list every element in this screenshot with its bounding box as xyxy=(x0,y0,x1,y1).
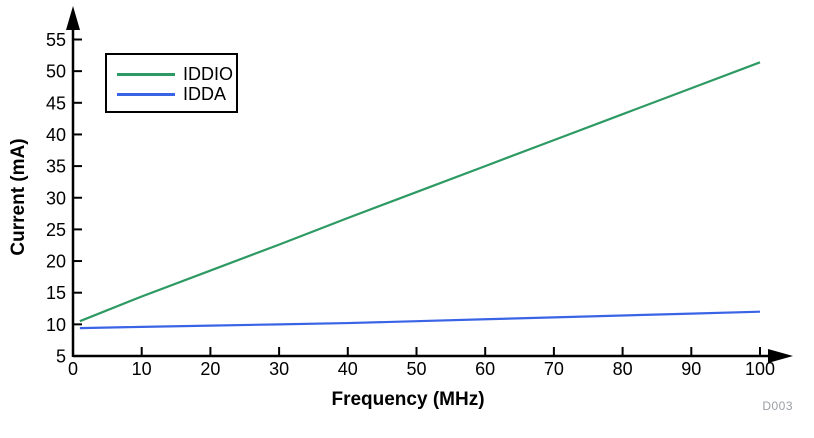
legend-item-iddio: IDDIO xyxy=(117,64,236,84)
figure-id-watermark: D003 xyxy=(762,399,793,413)
x-tick-label: 100 xyxy=(745,359,775,379)
x-tick-label: 70 xyxy=(544,359,564,379)
iddio-line-swatch xyxy=(117,72,175,76)
y-tick-label: 40 xyxy=(46,125,66,145)
x-tick-label: 90 xyxy=(681,359,701,379)
y-tick-label: 35 xyxy=(46,157,66,177)
series-line-idda xyxy=(79,310,761,330)
y-tick-label: 45 xyxy=(46,93,66,113)
series-line-iddio xyxy=(79,61,761,323)
y-tick-label: 55 xyxy=(46,30,66,50)
x-tick-label: 30 xyxy=(269,359,289,379)
x-tick-label: 40 xyxy=(338,359,358,379)
y-tick-label: 25 xyxy=(46,220,66,240)
x-axis-title: Frequency (MHz) xyxy=(331,389,485,410)
y-tick-label: 20 xyxy=(46,252,66,272)
x-tick-label: 60 xyxy=(475,359,495,379)
legend-label-iddio: IDDIO xyxy=(183,64,234,84)
x-axis-arrow-icon xyxy=(768,349,793,363)
x-tick-label: 10 xyxy=(132,359,152,379)
y-tick-label: 50 xyxy=(46,62,66,82)
legend-label-idda: IDDA xyxy=(183,84,227,104)
legend: IDDIO IDDA xyxy=(105,53,238,113)
idda-line-swatch xyxy=(117,92,175,96)
y-tick-label: 30 xyxy=(46,188,66,208)
y-tick-label: 5 xyxy=(56,347,66,367)
y-tick-label: 10 xyxy=(46,315,66,335)
y-axis-title: Current (mA) xyxy=(8,138,29,256)
x-tick-label: 80 xyxy=(613,359,633,379)
y-axis-arrow-icon xyxy=(66,6,80,30)
x-tick-label: 0 xyxy=(68,359,78,379)
y-tick-label: 15 xyxy=(46,283,66,303)
legend-item-idda: IDDA xyxy=(117,84,236,104)
x-tick-label: 50 xyxy=(406,359,426,379)
x-tick-label: 20 xyxy=(200,359,220,379)
